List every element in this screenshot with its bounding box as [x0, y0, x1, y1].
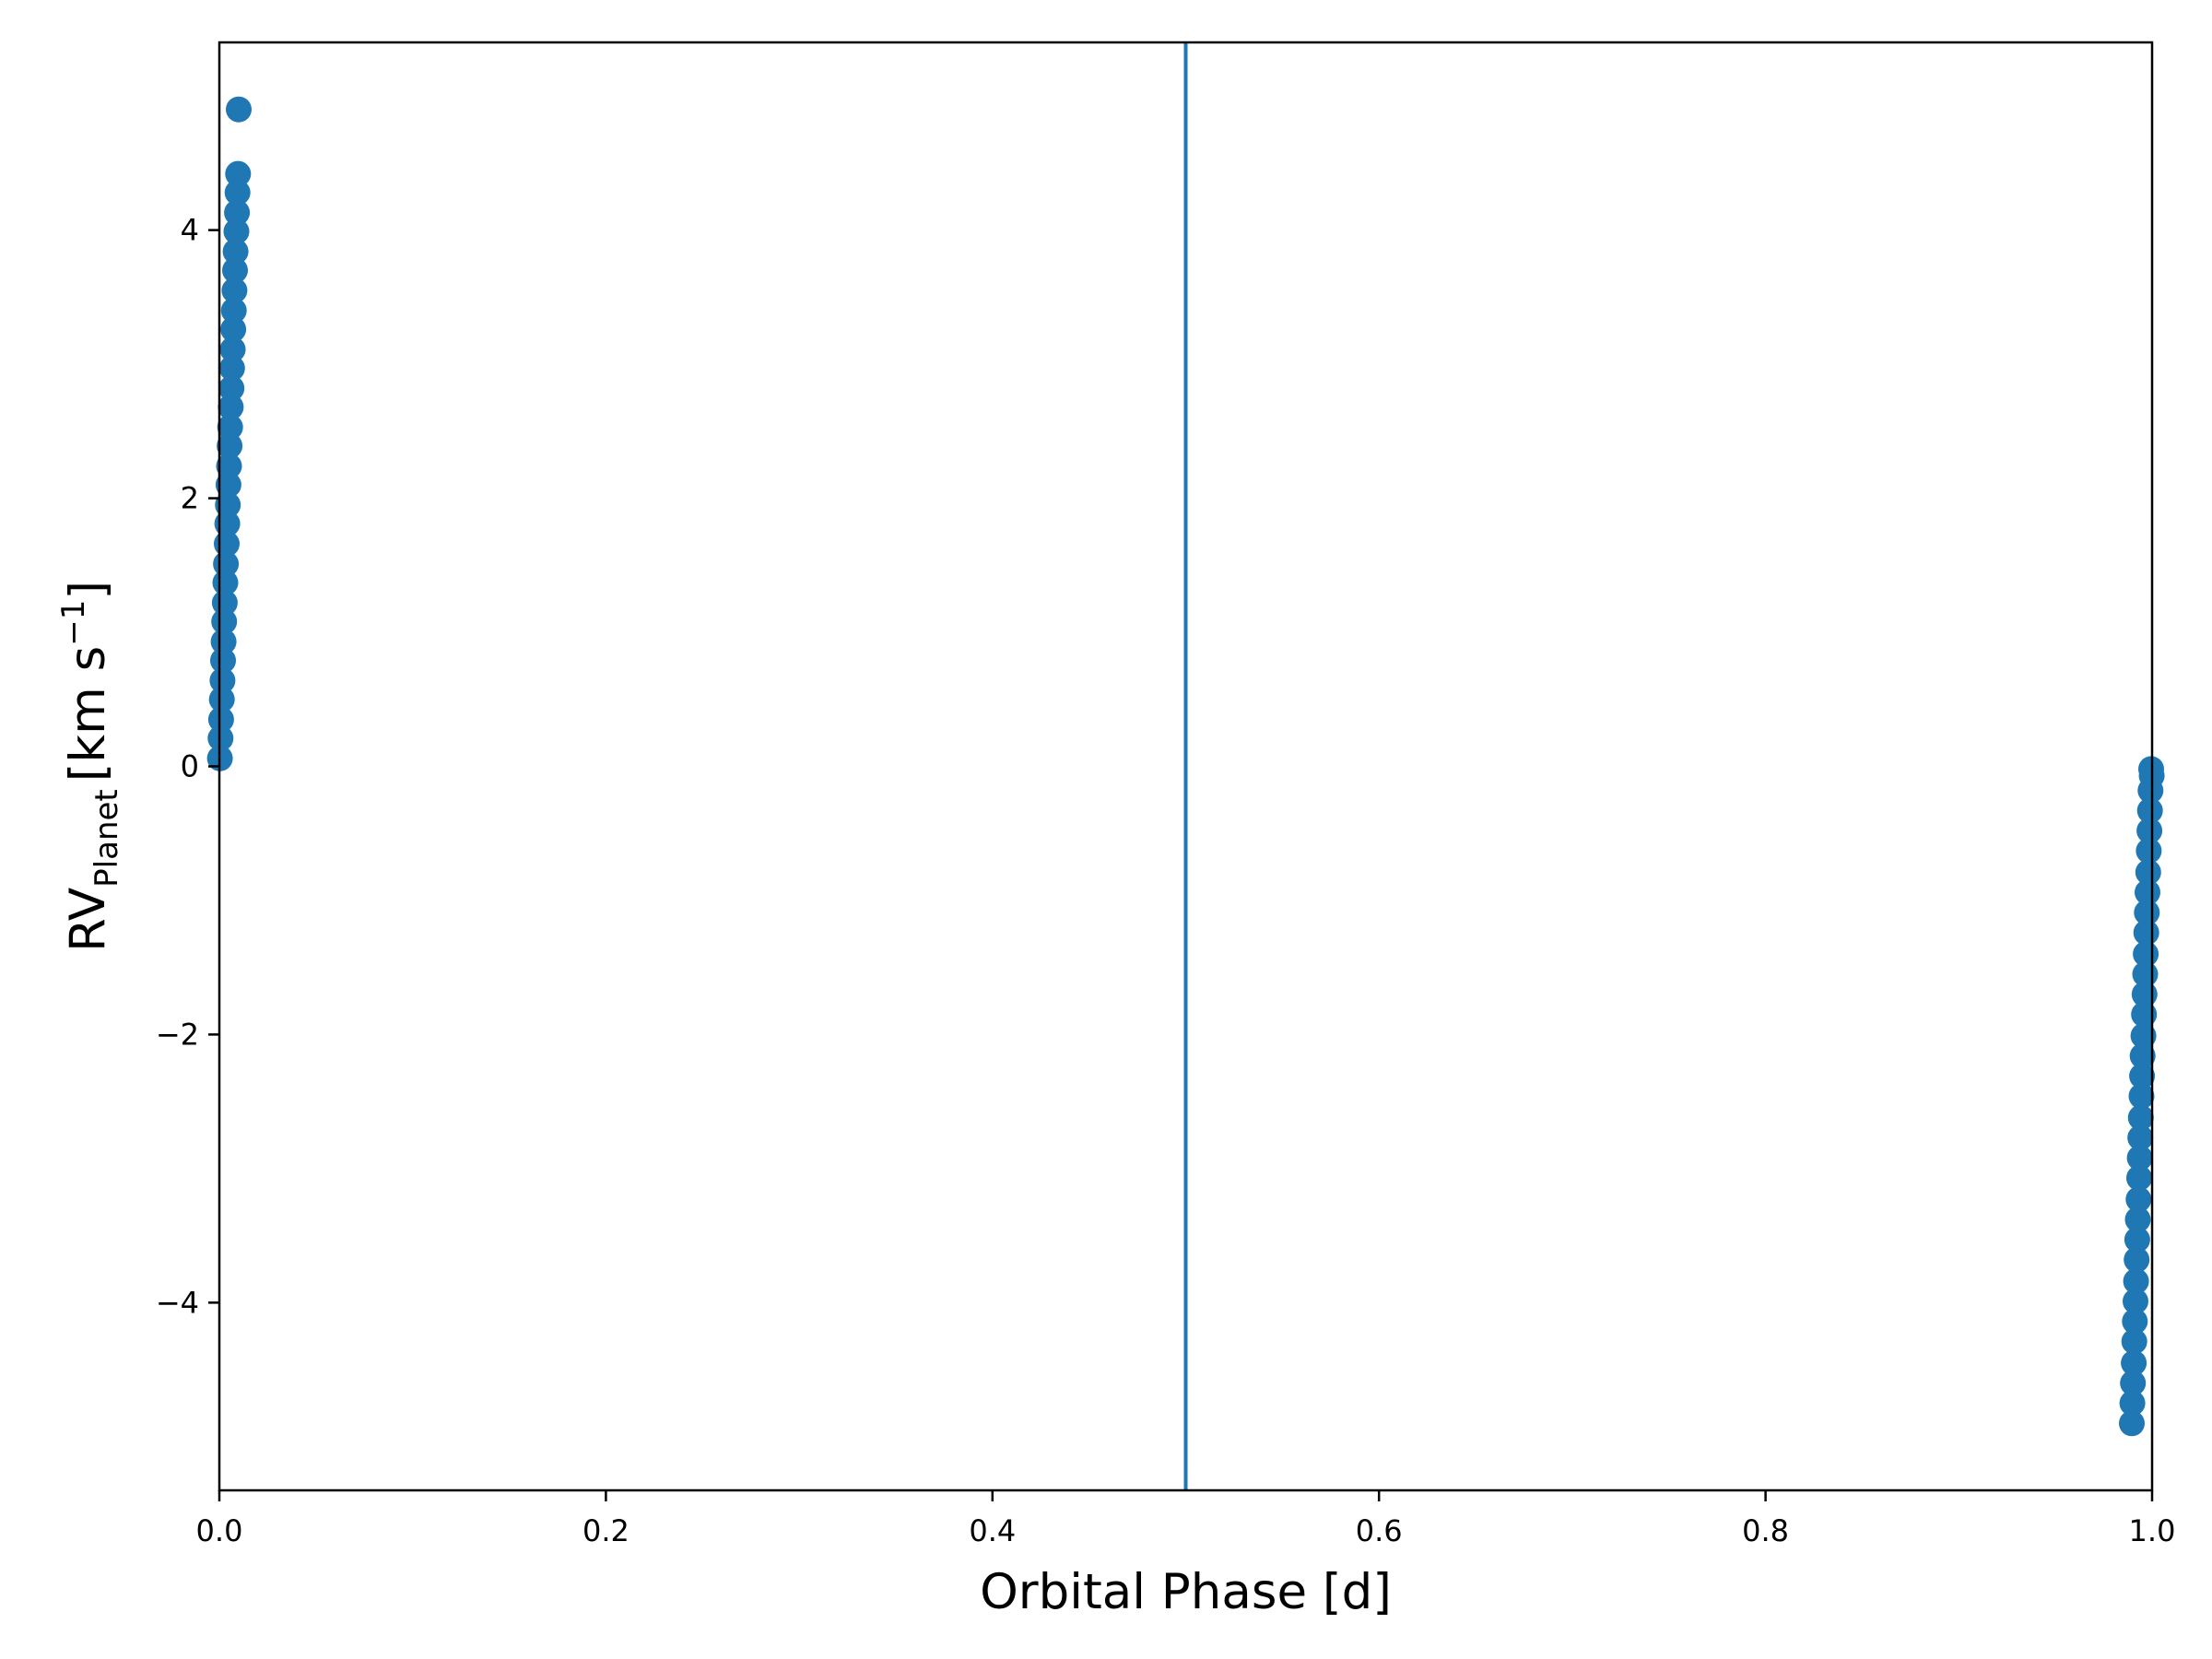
data-point — [208, 686, 235, 712]
data-point — [2124, 1227, 2150, 1253]
data-point — [217, 432, 243, 459]
data-point — [220, 297, 247, 324]
data-point — [2134, 900, 2160, 926]
data-point — [2121, 1328, 2147, 1355]
data-point — [217, 414, 243, 441]
y-axis-title-base: RV — [60, 888, 116, 952]
data-point — [222, 257, 248, 284]
data-point — [220, 316, 247, 343]
x-tick-label: 1.0 — [2129, 1513, 2176, 1548]
data-point — [224, 199, 251, 226]
y-tick-label: 0 — [181, 749, 199, 784]
data-point — [2136, 818, 2163, 844]
data-point — [2123, 1288, 2148, 1314]
data-point — [2119, 1390, 2146, 1417]
data-point — [226, 96, 252, 123]
data-point — [215, 472, 241, 498]
y-axis-ticks: −4 −2 0 2 4 — [156, 213, 219, 1320]
data-point — [2122, 1308, 2148, 1335]
data-layer — [206, 42, 2165, 1490]
data-point — [2128, 1083, 2155, 1110]
data-point — [207, 706, 234, 733]
data-point — [2127, 1104, 2154, 1131]
data-point — [224, 179, 251, 206]
data-point — [2126, 1145, 2153, 1171]
data-point — [2129, 1063, 2156, 1089]
y-tick-label: 2 — [181, 481, 199, 516]
x-tick-label: 0.4 — [969, 1513, 1016, 1548]
data-point — [211, 608, 238, 635]
y-tick-label: −2 — [156, 1017, 199, 1052]
data-point — [2126, 1165, 2152, 1192]
y-tick-label: 4 — [181, 213, 199, 248]
x-tick-label: 0.2 — [582, 1513, 629, 1548]
y-tick-label: −4 — [156, 1285, 199, 1320]
data-point — [2123, 1268, 2149, 1295]
data-point — [219, 336, 246, 363]
data-point — [2136, 797, 2163, 824]
data-point — [225, 160, 252, 187]
data-point — [223, 218, 250, 245]
data-point — [2121, 1349, 2147, 1376]
y-axis-title: RVPlanet [km s−1] — [55, 581, 125, 952]
data-point — [218, 394, 244, 420]
data-point — [218, 355, 245, 382]
data-point — [210, 629, 237, 655]
y-axis-title-subscript: Planet — [88, 789, 125, 888]
data-point — [2135, 879, 2160, 906]
data-point — [2135, 859, 2161, 886]
x-tick-label: 0.0 — [196, 1513, 243, 1548]
x-tick-label: 0.6 — [1356, 1513, 1403, 1548]
data-point — [2131, 1001, 2158, 1028]
data-point — [2124, 1246, 2150, 1273]
data-point — [215, 491, 241, 518]
data-point — [218, 375, 245, 402]
data-point — [214, 511, 241, 537]
data-point — [2129, 1042, 2156, 1069]
x-axis-ticks: 0.0 0.2 0.4 0.6 0.8 1.0 — [196, 1490, 2176, 1548]
x-tick-label: 0.8 — [1742, 1513, 1789, 1548]
data-point — [2125, 1186, 2152, 1213]
data-point — [2119, 1410, 2145, 1437]
data-point — [221, 277, 248, 304]
x-axis-title: Orbital Phase [d] — [980, 1564, 1392, 1620]
y-axis-title-close: ] — [60, 581, 116, 600]
y-axis-title-superscript: −1 — [55, 600, 92, 646]
y-axis-title-units: [km s — [60, 646, 116, 782]
data-point — [2127, 1124, 2154, 1151]
data-point — [209, 667, 236, 694]
data-point — [216, 453, 242, 479]
data-point — [2130, 1022, 2157, 1049]
data-point — [2120, 1370, 2147, 1396]
data-point — [222, 238, 249, 265]
data-point — [2136, 838, 2162, 865]
data-point — [2124, 1206, 2151, 1233]
data-point — [207, 725, 234, 751]
data-point — [210, 647, 236, 674]
